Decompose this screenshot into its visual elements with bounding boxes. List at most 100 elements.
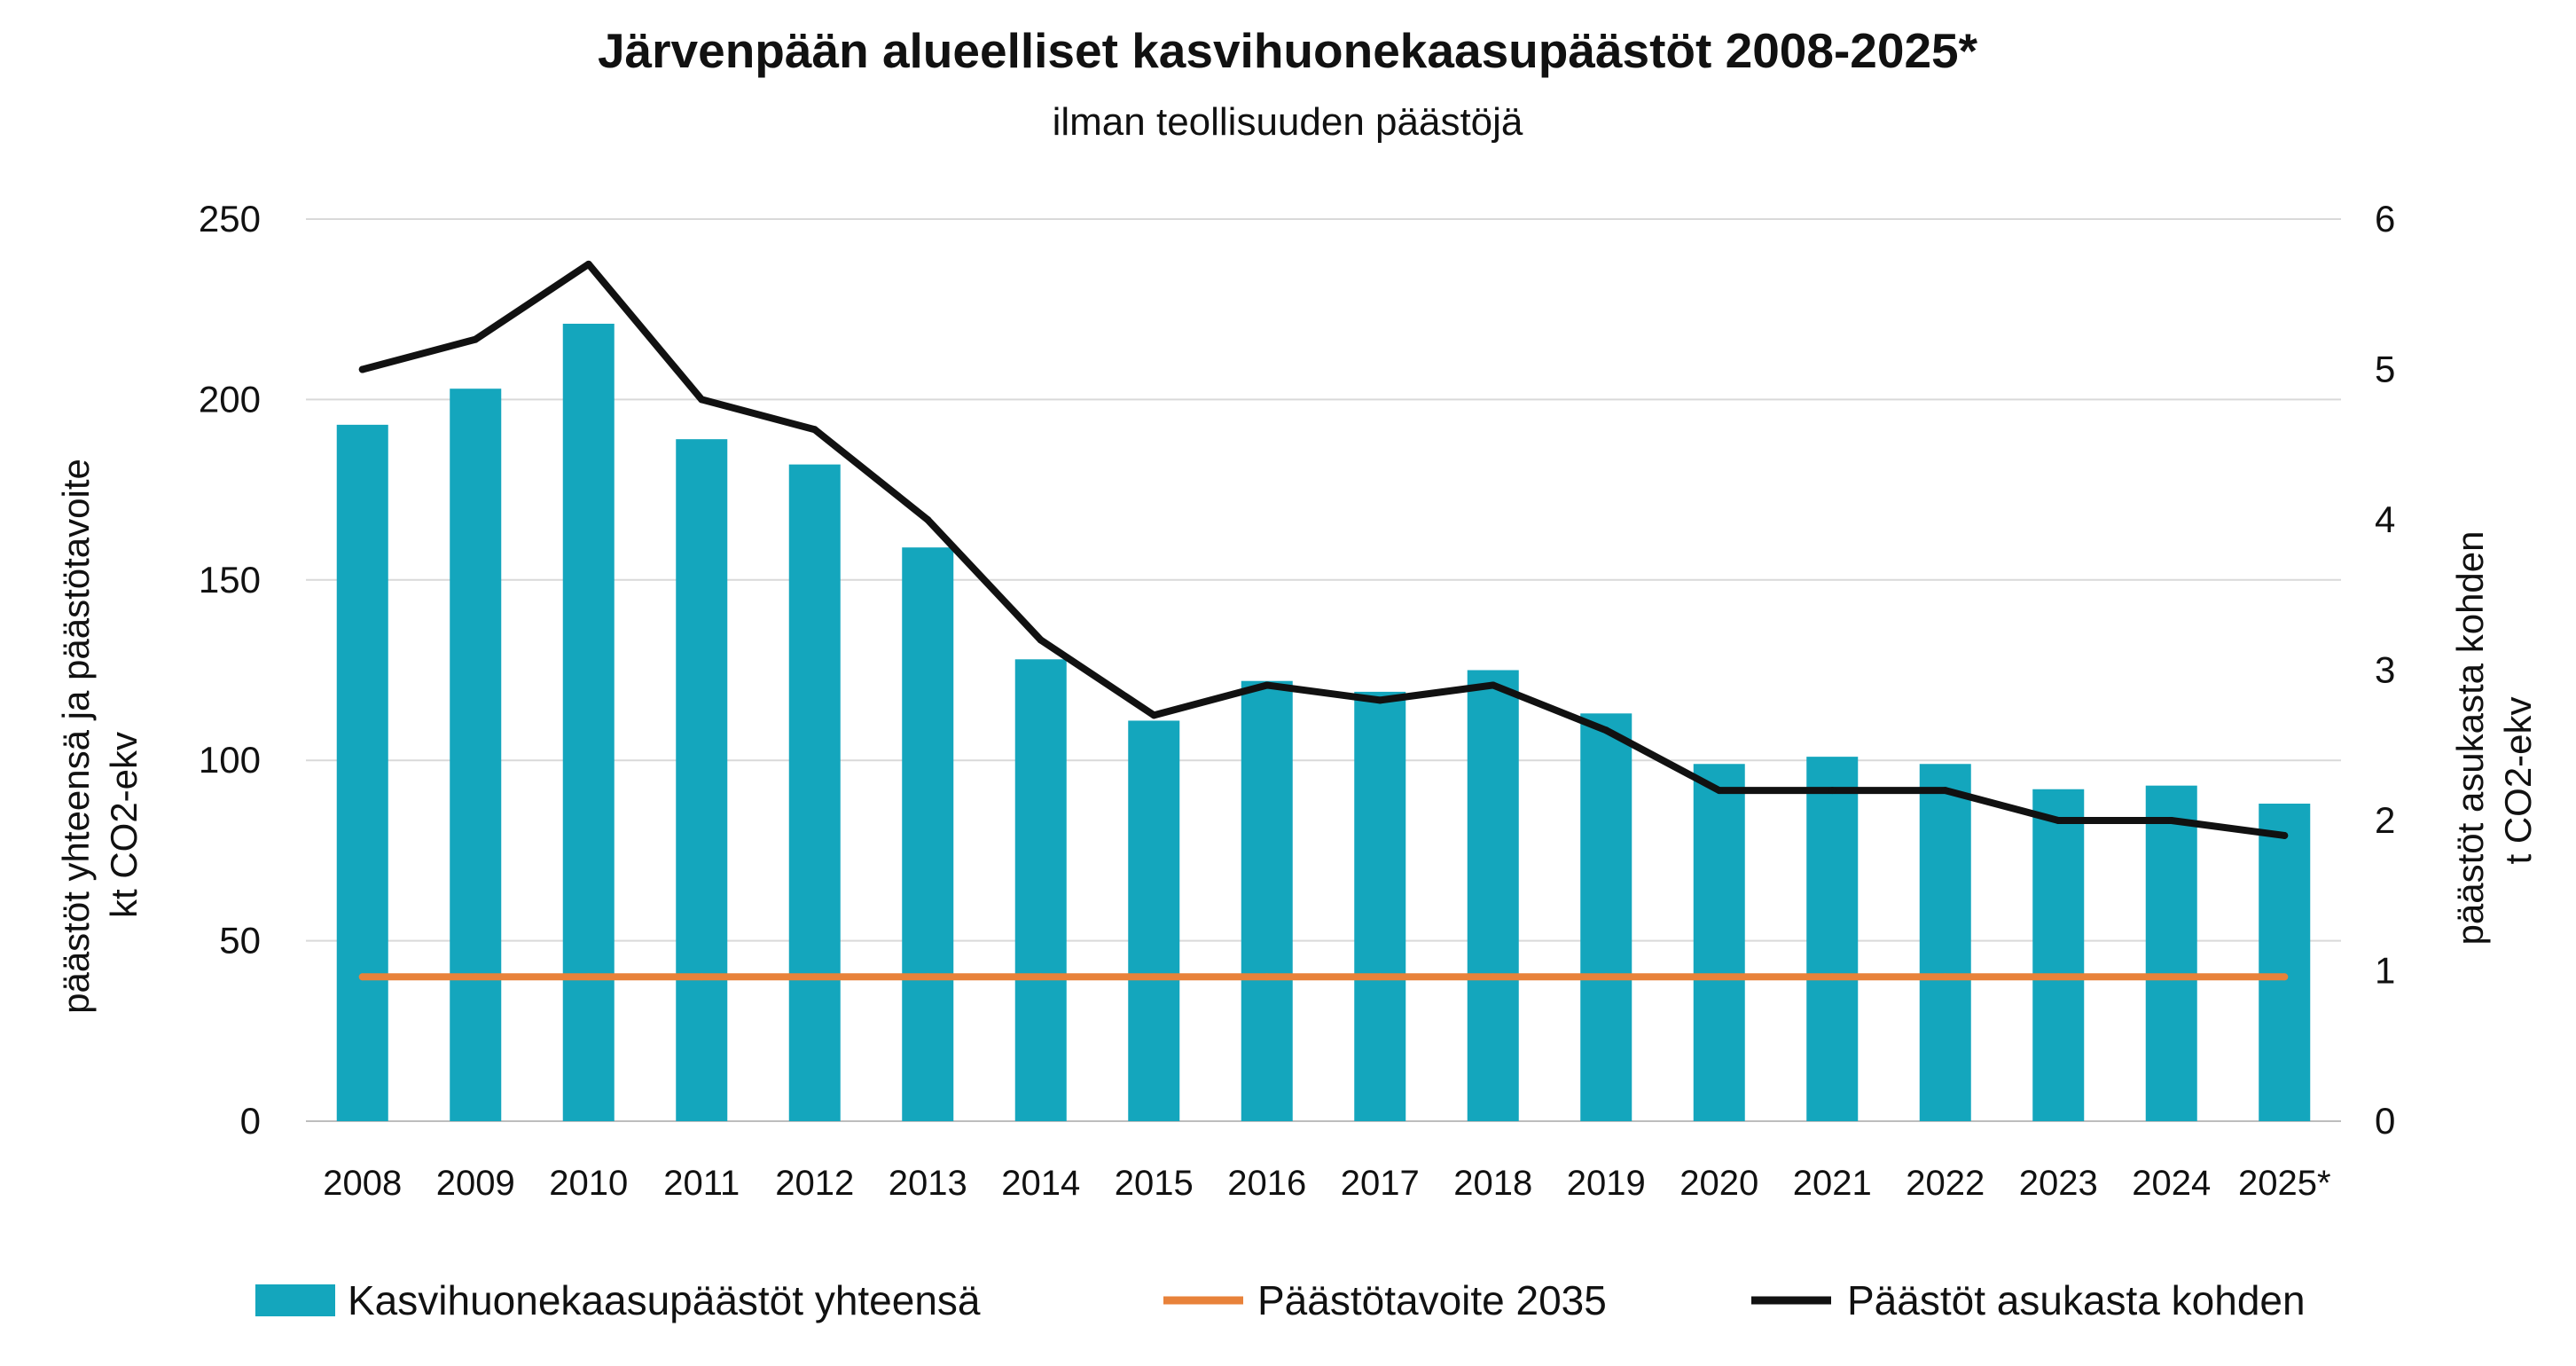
left-axis-label-line2: kt CO2-ekv [103, 732, 145, 918]
line-point [924, 973, 932, 981]
left-tick-label: 200 [199, 378, 261, 420]
x-tick-label: 2010 [549, 1164, 628, 1203]
line-point [472, 973, 480, 981]
legend: Kasvihuonekaasupäästöt yhteensä Päästöta… [255, 1277, 2306, 1323]
x-tick-label: 2008 [323, 1164, 402, 1203]
x-tick-label: 2018 [1453, 1164, 1532, 1203]
chart-title: Järvenpään alueelliset kasvihuonekaasupä… [598, 23, 1978, 78]
bar [1919, 764, 1971, 1121]
x-axis-ticks: 2008 2009 2010 2011 2012 2013 2014 2015 2016 2017… [323, 1164, 2330, 1203]
line-point [1715, 973, 1723, 981]
x-tick-label: 2015 [1115, 1164, 1194, 1203]
line-point [1489, 681, 1497, 689]
line-point [2055, 973, 2063, 981]
left-tick-label: 0 [240, 1100, 261, 1142]
line-point [1602, 973, 1610, 981]
right-axis-label-line2: t CO2-ekv [2497, 696, 2539, 864]
line-point [2167, 973, 2175, 981]
left-tick-label: 100 [199, 739, 261, 781]
left-tick-label: 150 [199, 559, 261, 601]
left-axis-label-line1: päästöt yhteensä ja päästötavoite [55, 459, 97, 1014]
line-point [1489, 973, 1497, 981]
x-tick-label: 2013 [889, 1164, 967, 1203]
line-series [358, 260, 2289, 981]
line-point [1037, 973, 1045, 981]
series-line [358, 260, 2289, 839]
bar [1354, 691, 1406, 1121]
line-point [698, 973, 706, 981]
line-point [1376, 696, 1384, 704]
x-tick-label: 2022 [1906, 1164, 1985, 1203]
x-tick-label: 2024 [2132, 1164, 2211, 1203]
line-point [1376, 973, 1384, 981]
x-tick-label: 2021 [1793, 1164, 1872, 1203]
right-tick-label: 5 [2375, 349, 2395, 390]
line-point [2055, 817, 2063, 824]
bar [2145, 785, 2197, 1121]
line-point [1941, 973, 1949, 981]
x-tick-label: 2025* [2238, 1164, 2331, 1203]
legend-label-target: Päästötavoite 2035 [1257, 1277, 1607, 1323]
line-point [2167, 817, 2175, 824]
bar-series [336, 323, 2311, 1122]
line-point [1941, 787, 1949, 795]
line-point [358, 365, 366, 373]
left-tick-label: 50 [219, 920, 261, 962]
line-point [924, 516, 932, 523]
bar [1014, 659, 1067, 1121]
bar [336, 424, 388, 1122]
x-tick-label: 2009 [436, 1164, 515, 1203]
bar [902, 547, 954, 1121]
left-tick-label: 250 [199, 198, 261, 239]
line-point [1263, 973, 1271, 981]
bar [2259, 804, 2311, 1121]
line-point [584, 260, 592, 268]
x-tick-label: 2020 [1679, 1164, 1758, 1203]
gridlines [306, 218, 2341, 1122]
bar [2032, 789, 2085, 1121]
left-axis-ticks: 0 50 100 150 200 250 [199, 198, 261, 1142]
line-point [810, 426, 818, 434]
line-point [1715, 787, 1723, 795]
line-point [472, 335, 480, 343]
line-point [2281, 973, 2289, 981]
x-tick-label: 2016 [1227, 1164, 1306, 1203]
bar [1128, 720, 1180, 1121]
line-point [1263, 681, 1271, 689]
legend-swatch-bars [255, 1284, 335, 1316]
line-point [358, 973, 366, 981]
x-tick-label: 2023 [2019, 1164, 2098, 1203]
x-tick-label: 2017 [1341, 1164, 1420, 1203]
line-point [1150, 973, 1158, 981]
line-point [1828, 787, 1836, 795]
right-axis-ticks: 0 1 2 3 4 5 6 [2375, 198, 2395, 1142]
bar [1806, 757, 1859, 1121]
line-point [1037, 636, 1045, 644]
line-point [1828, 973, 1836, 981]
right-tick-label: 6 [2375, 198, 2395, 239]
bar [1693, 764, 1745, 1121]
right-tick-label: 0 [2375, 1100, 2395, 1142]
right-tick-label: 2 [2375, 799, 2395, 841]
x-tick-label: 2019 [1567, 1164, 1646, 1203]
legend-label-bars: Kasvihuonekaasupäästöt yhteensä [348, 1277, 981, 1323]
x-tick-label: 2012 [775, 1164, 854, 1203]
line-point [1150, 711, 1158, 719]
bar [562, 323, 615, 1121]
legend-label-percapita: Päästöt asukasta kohden [1847, 1277, 2306, 1323]
line-point [810, 973, 818, 981]
bar [676, 439, 728, 1121]
right-tick-label: 4 [2375, 499, 2395, 540]
x-tick-label: 2011 [663, 1164, 740, 1203]
bar [1467, 670, 1519, 1121]
bar [1241, 680, 1293, 1121]
line-point [698, 396, 706, 404]
bar [1580, 713, 1633, 1121]
bar [788, 464, 841, 1121]
right-axis-label-line1: päästöt asukasta kohden [2449, 530, 2491, 945]
line-point [584, 973, 592, 981]
bar [450, 389, 502, 1121]
line-point [2281, 831, 2289, 839]
right-tick-label: 1 [2375, 950, 2395, 992]
